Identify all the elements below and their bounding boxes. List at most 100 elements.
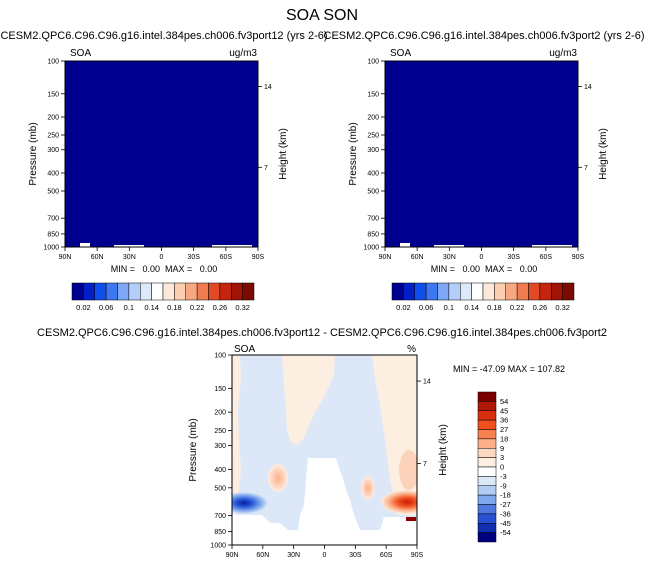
y-right-tick-label: 7 <box>264 165 268 172</box>
x-tick-label: 90S <box>252 254 265 261</box>
contour-positive-region <box>232 355 241 515</box>
contour-negative-extreme <box>232 492 268 514</box>
y-tick-label: 1000 <box>43 245 59 252</box>
panel-2-y-ticks: 100 150 200 250 300 400 500 700 850 1000 <box>363 59 385 252</box>
colorbar-swatch <box>477 466 497 477</box>
panel-2-field <box>385 61 578 247</box>
panel-1-x-ticks: 90N 60N 30N 0 30S 60S 90S <box>59 247 265 261</box>
panel-2: CESM2.QPC6.C96.C96.g16.intel.384pes.ch00… <box>324 30 645 312</box>
colorbar-swatch <box>477 391 497 402</box>
colorbar-swatch <box>477 485 497 496</box>
y-tick-label: 200 <box>367 114 379 121</box>
contour-positive-lobe <box>268 464 288 492</box>
colorbar-label: 36 <box>500 416 508 425</box>
x-tick-label: 60N <box>411 254 424 261</box>
x-tick-label: 90S <box>411 552 424 559</box>
x-tick-label: 30S <box>349 552 362 559</box>
y-tick-label: 200 <box>214 410 226 417</box>
y-tick-label: 100 <box>214 353 226 360</box>
x-tick-label: 60N <box>256 552 269 559</box>
colorbar-swatch <box>140 282 152 301</box>
panel-1-y-axis-label: Pressure (mb) <box>28 122 39 185</box>
x-tick-label: 90N <box>379 254 392 261</box>
colorbar-swatch <box>448 282 461 301</box>
panel-1-colorbar: 0.02 0.06 0.1 0.14 0.18 0.22 0.26 0.32 <box>71 282 255 312</box>
panel-3-units: % <box>407 344 416 355</box>
colorbar-swatch <box>539 282 552 301</box>
y-tick-label: 850 <box>214 529 226 536</box>
colorbar-swatch <box>151 282 164 301</box>
colorbar-swatch <box>477 457 497 468</box>
y-tick-label: 700 <box>367 216 379 223</box>
contour-positive-region <box>282 355 335 445</box>
colorbar-swatch <box>460 282 472 301</box>
panel-1-title: CESM2.QPC6.C96.C96.g16.intel.384pes.ch00… <box>0 30 327 42</box>
colorbar-label: 0.26 <box>213 303 228 312</box>
colorbar-swatch <box>403 282 415 301</box>
colorbar-swatch <box>477 523 497 533</box>
colorbar-swatch <box>219 282 232 301</box>
colorbar-swatch <box>477 532 497 543</box>
y-right-tick-label: 7 <box>584 165 588 172</box>
panel-3-stats: MIN = -47.09 MAX = 107.82 <box>453 364 565 374</box>
colorbar-swatch <box>71 282 84 301</box>
y-tick-label: 150 <box>214 386 226 393</box>
colorbar-swatch <box>391 282 404 301</box>
x-tick-label: 0 <box>160 254 164 261</box>
panel-1-units: ug/m3 <box>229 48 257 59</box>
colorbar-label: 0.14 <box>464 303 479 312</box>
colorbar-swatch <box>528 282 541 301</box>
x-tick-label: 0 <box>480 254 484 261</box>
y-tick-label: 250 <box>214 428 226 435</box>
panel-1-surface-mask <box>212 245 252 247</box>
colorbar-label: 0.18 <box>487 303 502 312</box>
x-tick-label: 90N <box>226 552 239 559</box>
x-tick-label: 60S <box>380 552 393 559</box>
colorbar-swatch <box>477 438 497 449</box>
y-tick-label: 150 <box>367 91 379 98</box>
y-tick-label: 300 <box>214 443 226 450</box>
colorbar-swatch <box>242 282 255 301</box>
colorbar-swatch <box>494 282 506 301</box>
colorbar-swatch <box>551 282 563 301</box>
colorbar-swatch <box>174 282 186 301</box>
panel-2-x-ticks: 90N 60N 30N 0 30S 60S 90S <box>379 247 585 261</box>
colorbar-label: -9 <box>500 481 507 490</box>
colorbar-label: 0.26 <box>533 303 548 312</box>
colorbar-label: 0.18 <box>167 303 182 312</box>
x-tick-label: 30N <box>287 552 300 559</box>
colorbar-swatch <box>83 282 95 301</box>
x-tick-label: 60N <box>91 254 104 261</box>
colorbar-label: 0.32 <box>235 303 250 312</box>
colorbar-swatch <box>414 282 427 301</box>
colorbar-swatch <box>117 282 130 301</box>
contour-positive-lobe <box>361 476 375 500</box>
colorbar-label: 18 <box>500 434 508 443</box>
colorbar-label: 0.06 <box>419 303 434 312</box>
colorbar-label: 0.02 <box>396 303 411 312</box>
colorbar-swatch <box>477 448 497 458</box>
colorbar-label: -45 <box>500 519 511 528</box>
y-tick-label: 500 <box>47 189 59 196</box>
colorbar-swatch <box>477 401 497 411</box>
y-tick-label: 850 <box>47 231 59 238</box>
y-tick-label: 400 <box>367 170 379 177</box>
panel-3-y-ticks: 100 150 200 250 300 400 500 700 850 1000 <box>210 353 232 550</box>
panel-2-y-axis-label: Pressure (mb) <box>348 122 359 185</box>
panel-2-y-ticks-right: 14 7 <box>578 84 592 172</box>
colorbar-swatch <box>477 513 497 524</box>
colorbar-label: 9 <box>500 444 504 453</box>
colorbar-label: 45 <box>500 406 508 415</box>
colorbar-label: 0.14 <box>144 303 159 312</box>
y-tick-label: 700 <box>47 216 59 223</box>
panel-2-colorbar: 0.02 0.06 0.1 0.14 0.18 0.22 0.26 0.32 <box>391 282 575 312</box>
colorbar-swatch <box>477 476 497 486</box>
colorbar-swatch <box>477 504 497 515</box>
colorbar-label: 3 <box>500 453 504 462</box>
missing-topography-mask <box>232 458 417 545</box>
colorbar-swatch <box>94 282 107 301</box>
colorbar-label: -3 <box>500 472 507 481</box>
colorbar-swatch <box>516 282 529 301</box>
